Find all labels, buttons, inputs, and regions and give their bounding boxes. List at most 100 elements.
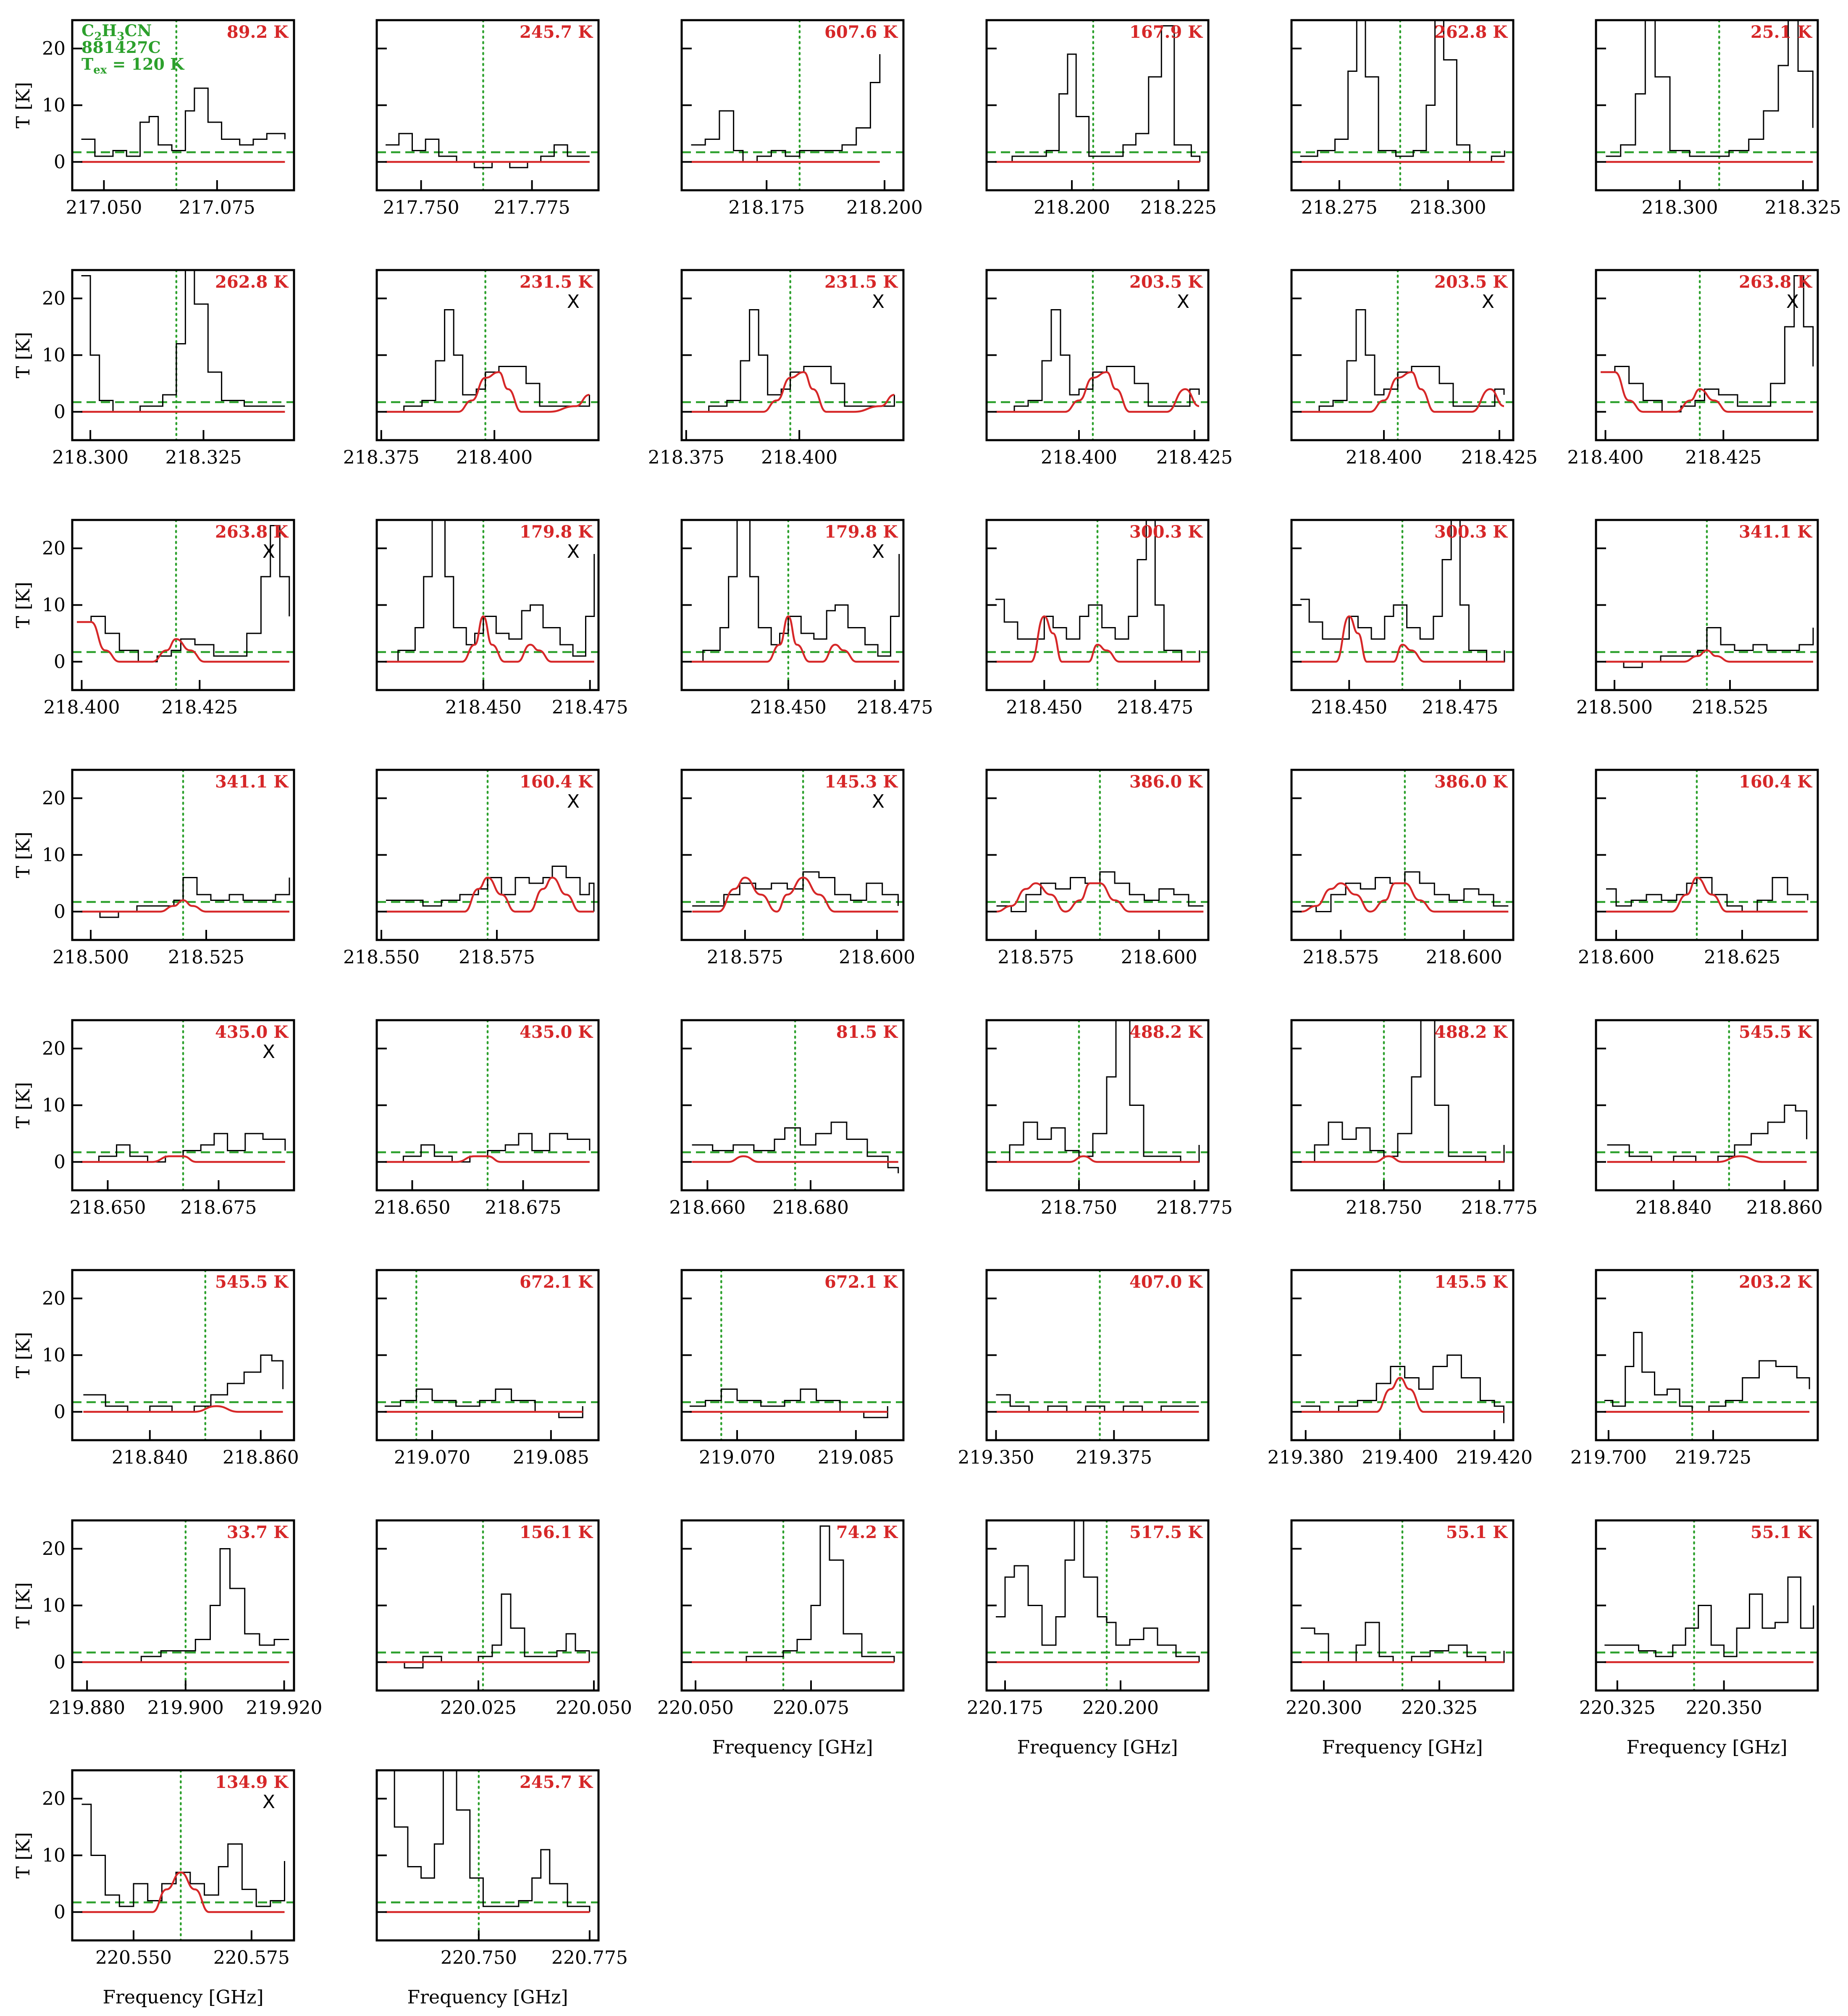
model-spectrum [1607,1155,1807,1163]
upper-level-energy-label: 89.2 K [227,22,289,42]
x-tick-label: 220.075 [773,1697,849,1719]
observed-spectrum [692,871,899,907]
plot-area [377,770,598,940]
observed-spectrum [77,525,290,662]
model-spectrum [386,877,594,913]
x-tick-label: 218.450 [1311,697,1387,718]
model-spectrum [77,621,289,663]
plot-area [1292,1270,1513,1440]
axes-frame [375,1519,600,1692]
panel-41: 220.300 220.325 Frequency [GHz] 55.1 K [1286,1519,1515,1758]
panel-14: 218.450 218.475 179.8 KX [375,519,628,718]
x-tick-label: 218.600 [1426,947,1502,968]
axes-frame [1290,1019,1515,1192]
panel-42: 220.325 220.350 Frequency [GHz] 55.1 K [1579,1519,1819,1758]
y-axis-label: T [K] [13,1082,34,1129]
panel-28: 218.750 218.775 488.2 K [985,1019,1233,1218]
observed-spectrum [996,309,1200,412]
x-tick-label: 220.325 [1579,1697,1656,1719]
x-tick-label: 220.200 [1082,1697,1159,1719]
x-tick-label: 218.300 [52,447,129,468]
x-tick-label: 219.085 [818,1447,894,1468]
model-spectrum [1301,371,1504,413]
x-tick-label: 218.225 [1140,197,1217,218]
observed-spectrum [83,1354,284,1412]
upper-level-energy-label: 607.6 K [824,22,898,42]
x-tick-label: 218.425 [1156,447,1233,468]
panel-33: 219.070 219.085 672.1 K [680,1269,905,1468]
observed-spectrum [692,1121,899,1173]
x-tick-label: 219.350 [958,1447,1034,1468]
panel-15: 218.450 218.475 179.8 KX [680,519,933,718]
blend-flag: X [1177,291,1189,312]
observed-spectrum [386,1593,590,1669]
observed-spectrum [1604,1332,1810,1412]
x-tick-label: 218.300 [1641,197,1718,218]
model-spectrum [1300,615,1504,663]
axes-frame [985,269,1210,441]
x-axis-label: Frequency [GHz] [1017,1737,1178,1758]
x-tick-label: 218.660 [669,1197,746,1218]
observed-spectrum [690,309,895,412]
x-tick-label: 218.680 [772,1197,849,1218]
x-tick-label: 218.750 [1041,1197,1117,1218]
plot-area [72,20,294,190]
axes-frame [375,1019,600,1192]
x-tick-label: 220.350 [1686,1697,1762,1719]
observed-spectrum [386,1133,591,1163]
x-tick-label: 218.475 [1422,697,1498,718]
axes-frame [680,1269,905,1441]
panel-25: 0 10 20 T [K] 218.650 218.675 435.0 KX [13,1019,295,1218]
x-tick-label: 218.450 [750,697,827,718]
plot-area [987,270,1208,440]
upper-level-energy-label: 203.2 K [1739,1272,1812,1292]
upper-level-energy-label: 245.7 K [520,22,593,42]
model-spectrum [1601,371,1813,413]
observed-spectrum [81,270,285,412]
observed-spectrum [689,1389,888,1418]
upper-level-energy-label: 231.5 K [824,272,898,292]
observed-spectrum [996,1520,1200,1662]
plot-area [72,520,294,690]
observed-spectrum [386,1770,591,1912]
upper-level-energy-label: 545.5 K [215,1272,289,1292]
x-tick-label: 218.450 [445,697,522,718]
blend-flag: X [262,1041,275,1063]
axes-frame [985,19,1210,192]
upper-level-energy-label: 300.3 K [1129,522,1203,542]
plot-area [377,1520,598,1690]
tex-label: Tex = 120 K [81,55,185,76]
x-tick-label: 218.525 [168,947,244,968]
plot-area [1292,20,1513,190]
x-tick-label: 218.860 [1746,1197,1823,1218]
y-tick-label: 10 [42,595,66,616]
x-tick-label: 220.050 [556,1697,632,1719]
upper-level-energy-label: 231.5 K [520,272,593,292]
model-spectrum [83,1405,283,1413]
upper-level-energy-label: 262.8 K [1434,22,1508,42]
upper-level-energy-label: 386.0 K [1129,772,1203,792]
observed-spectrum [996,871,1204,912]
blend-flag: X [872,291,885,312]
observed-spectrum [1606,20,1814,157]
upper-level-energy-label: 160.4 K [520,772,593,792]
plot-area [72,1770,294,1940]
plot-area [1292,270,1513,440]
y-tick-label: 20 [42,788,66,809]
model-spectrum [386,371,590,413]
x-tick-label: 219.900 [147,1697,224,1719]
upper-level-energy-label: 672.1 K [520,1272,593,1292]
axes-frame [375,1769,600,1942]
plot-area [72,1020,294,1190]
upper-level-energy-label: 263.8 K [1739,272,1812,292]
axes-frame [1595,519,1819,691]
plot-area [987,1270,1208,1440]
x-tick-label: 218.675 [485,1197,562,1218]
model-spectrum [995,615,1200,663]
y-tick-label: 20 [42,1038,66,1060]
model-spectrum [1301,1377,1504,1413]
upper-level-energy-label: 74.2 K [836,1522,898,1542]
observed-spectrum [1601,275,1814,412]
x-tick-label: 218.500 [52,947,129,968]
model-spectrum [690,371,895,413]
